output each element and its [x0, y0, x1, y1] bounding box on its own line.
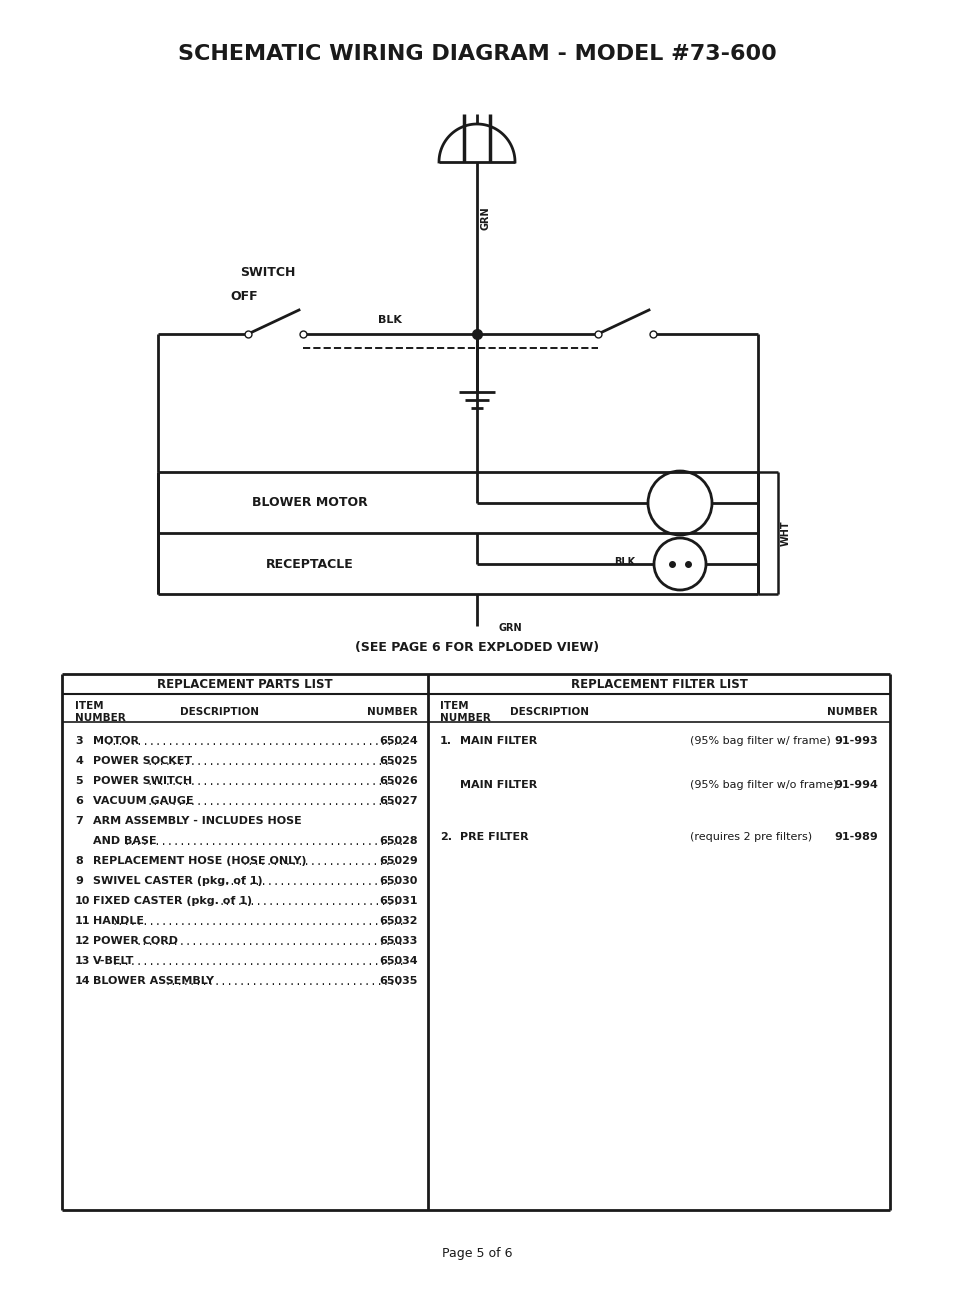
Text: 4: 4 [75, 756, 83, 766]
Text: 8: 8 [75, 855, 83, 866]
Text: SWIVEL CASTER (pkg. of 1): SWIVEL CASTER (pkg. of 1) [92, 876, 262, 886]
Text: 65024: 65024 [379, 736, 417, 747]
Text: 65025: 65025 [379, 756, 417, 766]
Text: 11: 11 [75, 916, 91, 926]
Text: POWER SOCKET: POWER SOCKET [92, 756, 192, 766]
Text: MAIN FILTER: MAIN FILTER [459, 781, 537, 790]
Text: ................................................: ........................................… [106, 737, 405, 747]
Text: 10: 10 [75, 896, 91, 907]
Text: POWER CORD: POWER CORD [92, 935, 178, 946]
Text: GRN: GRN [480, 206, 491, 230]
Text: 65035: 65035 [379, 976, 417, 987]
Text: 5: 5 [75, 775, 83, 786]
Text: DESCRIPTION: DESCRIPTION [510, 707, 589, 716]
Text: (requires 2 pre filters): (requires 2 pre filters) [689, 832, 811, 842]
Text: .............................: ............................. [218, 897, 399, 907]
Text: 65028: 65028 [379, 836, 417, 846]
Text: 13: 13 [75, 956, 91, 966]
Text: 65030: 65030 [379, 876, 417, 886]
Text: 1.: 1. [439, 736, 452, 747]
Text: 6: 6 [75, 796, 83, 806]
Text: ............................: ............................ [224, 876, 398, 887]
Text: ITEM
NUMBER: ITEM NUMBER [439, 701, 490, 723]
Text: 65029: 65029 [379, 855, 417, 866]
Text: BLOWER MOTOR: BLOWER MOTOR [252, 496, 368, 509]
Text: NUMBER: NUMBER [367, 707, 417, 716]
Text: BLK: BLK [377, 315, 401, 325]
Text: ARM ASSEMBLY - INCLUDES HOSE: ARM ASSEMBLY - INCLUDES HOSE [92, 816, 301, 827]
Text: MAIN FILTER: MAIN FILTER [459, 736, 537, 747]
Text: ...........................................: ........................................… [135, 937, 403, 947]
Text: SCHEMATIC WIRING DIAGRAM - MODEL #73-600: SCHEMATIC WIRING DIAGRAM - MODEL #73-600 [177, 45, 776, 64]
Text: WHT: WHT [781, 520, 790, 546]
Text: HANDLE: HANDLE [92, 916, 144, 926]
Text: DESCRIPTION: DESCRIPTION [180, 707, 259, 716]
Text: POWER SWITCH: POWER SWITCH [92, 775, 192, 786]
Text: 65031: 65031 [379, 896, 417, 907]
Text: BLOWER ASSEMBLY: BLOWER ASSEMBLY [92, 976, 213, 987]
Text: REPLACEMENT FILTER LIST: REPLACEMENT FILTER LIST [570, 677, 746, 690]
Text: 91-994: 91-994 [833, 781, 877, 790]
Text: 3: 3 [75, 736, 83, 747]
Text: 9: 9 [75, 876, 83, 886]
Text: 14: 14 [75, 976, 91, 987]
Text: ...............................................: ........................................… [112, 956, 405, 967]
Text: FIXED CASTER (pkg. of 1): FIXED CASTER (pkg. of 1) [92, 896, 252, 907]
Text: (SEE PAGE 6 FOR EXPLODED VIEW): (SEE PAGE 6 FOR EXPLODED VIEW) [355, 642, 598, 655]
Text: 65026: 65026 [379, 775, 417, 786]
Text: 65032: 65032 [379, 916, 417, 926]
Text: MOTOR: MOTOR [92, 736, 139, 747]
Text: PRE FILTER: PRE FILTER [459, 832, 528, 842]
Text: 65033: 65033 [379, 935, 417, 946]
Text: 91-989: 91-989 [833, 832, 877, 842]
Text: 12: 12 [75, 935, 91, 946]
Text: 7: 7 [75, 816, 83, 827]
Text: SWITCH: SWITCH [240, 265, 295, 278]
Text: V-BELT: V-BELT [92, 956, 134, 966]
Text: (95% bag filter w/o frame): (95% bag filter w/o frame) [689, 781, 837, 790]
Text: ...............................................: ........................................… [112, 917, 405, 928]
Text: ITEM
NUMBER: ITEM NUMBER [75, 701, 126, 723]
Text: .............................................: ........................................… [123, 837, 404, 848]
Text: NUMBER: NUMBER [826, 707, 877, 716]
Text: .........................................: ........................................… [147, 777, 403, 787]
Text: Page 5 of 6: Page 5 of 6 [441, 1248, 512, 1261]
Text: 2.: 2. [439, 832, 452, 842]
Text: .........................................: ........................................… [147, 796, 403, 807]
Text: BLK: BLK [614, 558, 635, 567]
Text: ......................................: ...................................... [165, 977, 402, 987]
Text: AND BASE: AND BASE [92, 836, 156, 846]
Text: 65034: 65034 [379, 956, 417, 966]
Text: REPLACEMENT HOSE (HOSE ONLY): REPLACEMENT HOSE (HOSE ONLY) [92, 855, 306, 866]
Text: (95% bag filter w/ frame): (95% bag filter w/ frame) [689, 736, 830, 747]
Text: .........................: ......................... [241, 857, 397, 867]
Text: 91-993: 91-993 [834, 736, 877, 747]
Text: VACUUM GAUGE: VACUUM GAUGE [92, 796, 193, 806]
Text: REPLACEMENT PARTS LIST: REPLACEMENT PARTS LIST [157, 677, 333, 690]
Text: OFF: OFF [230, 290, 257, 303]
Text: .........................................: ........................................… [147, 757, 403, 768]
Text: RECEPTACLE: RECEPTACLE [266, 558, 354, 571]
Text: 65027: 65027 [379, 796, 417, 806]
Text: GRN: GRN [498, 623, 522, 632]
